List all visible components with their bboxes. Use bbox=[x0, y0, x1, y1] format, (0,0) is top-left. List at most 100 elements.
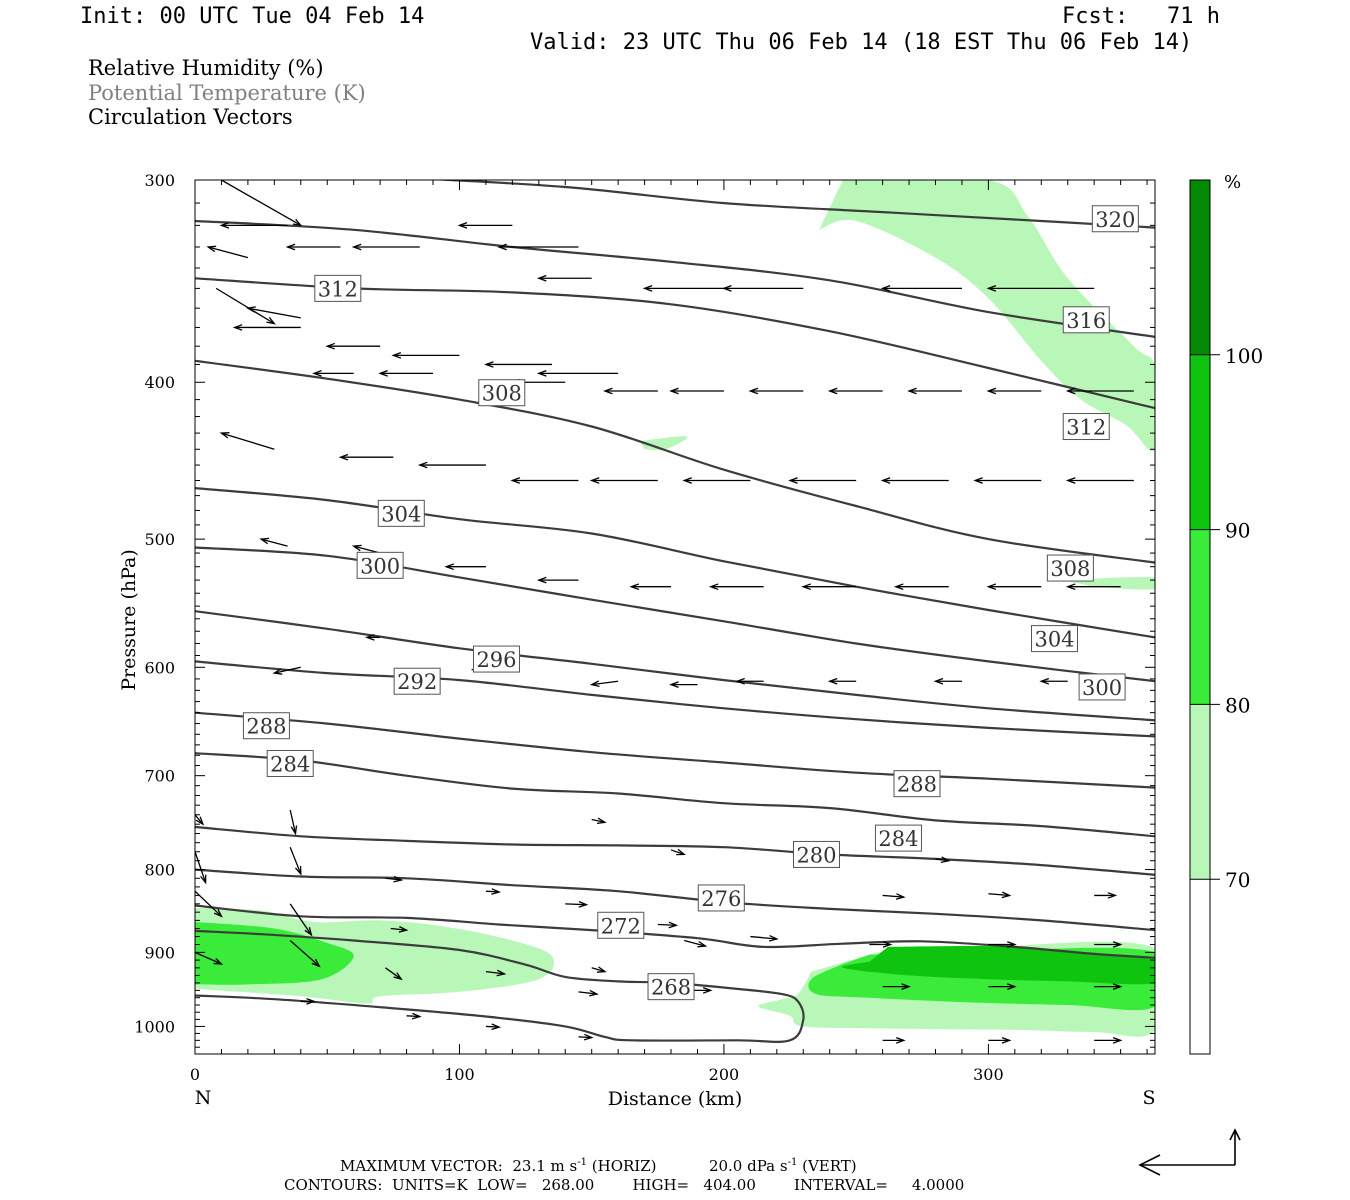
vector-shaft bbox=[406, 1015, 420, 1018]
vector-shaft bbox=[591, 967, 606, 973]
y-tick-label: 300 bbox=[144, 171, 175, 190]
y-axis-title: Pressure (hPa) bbox=[118, 549, 140, 691]
axes: 0 100 200 300 300 400 500 600 700 800 900 1000 bbox=[134, 171, 1155, 1084]
colorbar-unit: % bbox=[1224, 172, 1241, 193]
vector-head bbox=[292, 218, 303, 227]
theta-contour-296 bbox=[195, 610, 1155, 722]
theta-contour-272 bbox=[195, 904, 1155, 959]
vector-head bbox=[589, 680, 600, 688]
vector-head bbox=[306, 998, 316, 1005]
vector-head bbox=[351, 243, 362, 251]
vector-head bbox=[219, 222, 230, 229]
reference-vector-icon bbox=[1138, 1128, 1241, 1176]
vector-head bbox=[1107, 892, 1118, 899]
vector-head bbox=[290, 825, 298, 836]
vector-shaft bbox=[578, 991, 598, 995]
vector-head bbox=[583, 1033, 594, 1041]
vector-head bbox=[1001, 1036, 1012, 1044]
vector-head bbox=[768, 934, 779, 942]
contour-label: 280 bbox=[796, 843, 836, 867]
theta-contour-280 bbox=[195, 825, 1155, 876]
vector-head bbox=[933, 677, 944, 685]
vector-head bbox=[642, 285, 653, 292]
vector-head bbox=[722, 285, 732, 292]
contour-label: 304 bbox=[1034, 628, 1074, 652]
rh-region-70 bbox=[819, 180, 1155, 452]
vector-head bbox=[219, 432, 230, 439]
vector-head bbox=[702, 987, 713, 994]
contour-label: 300 bbox=[1082, 676, 1122, 700]
colorbar-label: 80 bbox=[1225, 693, 1250, 717]
contour-label-box bbox=[314, 274, 362, 302]
x-tick-label: 300 bbox=[973, 1065, 1004, 1084]
vector-head bbox=[682, 477, 692, 484]
theta-contour-304 bbox=[195, 487, 1155, 639]
y-tick-label: 900 bbox=[144, 943, 175, 962]
vector-head bbox=[1007, 983, 1017, 991]
contour-label-box bbox=[377, 499, 425, 527]
vector-shaft bbox=[750, 935, 777, 940]
vector-head bbox=[232, 324, 243, 331]
contour-label: 312 bbox=[318, 277, 358, 301]
vector-head bbox=[895, 893, 906, 900]
vector-shaft bbox=[385, 967, 402, 980]
contour-label: 284 bbox=[878, 827, 918, 851]
contour-label: 308 bbox=[482, 382, 522, 406]
vector-head bbox=[304, 927, 313, 937]
vector-shaft bbox=[289, 903, 312, 936]
contour-label-box bbox=[1062, 306, 1110, 334]
vector-shaft bbox=[390, 927, 407, 931]
vector-shaft bbox=[882, 894, 904, 898]
vector-head bbox=[536, 274, 547, 282]
vector-shaft bbox=[208, 246, 249, 259]
vector-shaft bbox=[247, 307, 301, 319]
colorbar-label: 70 bbox=[1225, 868, 1250, 892]
vector-shaft bbox=[565, 903, 587, 906]
colorbar-frame bbox=[1189, 179, 1211, 1055]
rh-region-90 bbox=[841, 946, 1155, 985]
vector-head bbox=[669, 681, 679, 689]
contour-label-box bbox=[266, 750, 314, 778]
contour-label: 268 bbox=[651, 976, 691, 1000]
vector-head bbox=[311, 958, 321, 968]
colorbar-swatch bbox=[1190, 879, 1210, 1054]
vector-shaft bbox=[578, 1036, 592, 1039]
vector-head bbox=[200, 874, 207, 885]
vector-head bbox=[398, 926, 409, 933]
contour-label: 300 bbox=[360, 554, 400, 578]
vector-head bbox=[827, 677, 838, 685]
rh-region-80 bbox=[195, 922, 354, 985]
contour-label: 296 bbox=[476, 648, 516, 672]
contour-labels: 268 272 276 280 284 288 292 296 300 304 308 312 316 3… bbox=[242, 205, 1139, 1001]
vector-head bbox=[893, 583, 904, 591]
contour-label-box bbox=[792, 840, 840, 868]
forecast-label: Fcst: bbox=[1062, 4, 1129, 29]
contour-label-box bbox=[393, 667, 441, 695]
contour-label: 304 bbox=[381, 502, 421, 526]
contour-label: 312 bbox=[1066, 416, 1106, 440]
vector-head bbox=[1065, 583, 1076, 591]
theta-contour-300 bbox=[195, 546, 1155, 683]
contour-label: 288 bbox=[246, 715, 286, 739]
vector-head bbox=[986, 387, 997, 395]
vector-head bbox=[986, 285, 997, 292]
vector-head bbox=[266, 316, 276, 325]
vector-shaft bbox=[221, 432, 275, 450]
y-tick-label: 500 bbox=[144, 530, 175, 549]
theta-contour-288 bbox=[195, 711, 1155, 789]
vector-shaft bbox=[289, 846, 302, 875]
vector-head bbox=[312, 370, 322, 377]
x-axis-title: Distance (km) bbox=[608, 1088, 743, 1110]
y-tick-label: 400 bbox=[144, 373, 175, 392]
colorbar-swatch bbox=[1190, 529, 1210, 705]
vector-head bbox=[294, 865, 302, 876]
vector-head bbox=[393, 972, 403, 981]
contour-label: 316 bbox=[1066, 309, 1106, 333]
theta-contours bbox=[195, 180, 1155, 1043]
vector-head bbox=[457, 222, 468, 229]
contour-label-box bbox=[1046, 554, 1094, 582]
rh-region-70 bbox=[639, 436, 688, 451]
forecast-hour: 71 h bbox=[1167, 4, 1220, 29]
contour-label-box bbox=[874, 824, 922, 852]
theta-contour-276 bbox=[195, 868, 1155, 932]
